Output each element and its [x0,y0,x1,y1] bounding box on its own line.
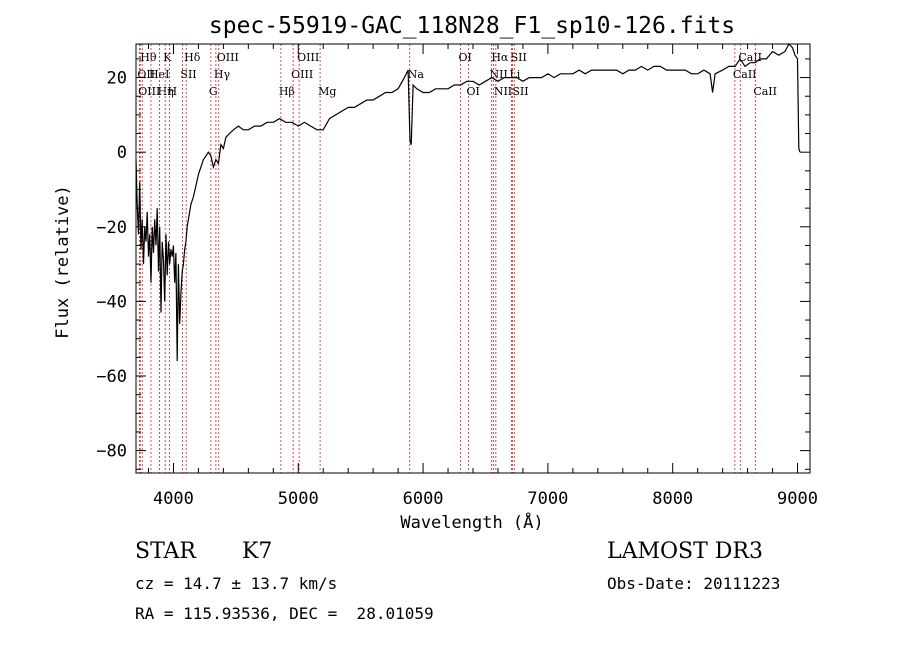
line-label-12: Hβ [279,85,295,98]
redshift-cz: cz = 14.7 ± 13.7 km/s [135,574,338,593]
line-label-9: G [209,85,218,98]
line-label-21: NII [494,85,512,98]
line-label-8: Hδ [184,51,201,64]
y-tick-label-3: −20 [96,218,127,238]
line-label-13: OIII [291,68,313,81]
line-label-15: Mg [318,85,336,98]
x-tick-label-5: 9000 [777,489,818,509]
y-tick-label-4: 0 [117,143,127,163]
ra-dec-coordinates: RA = 115.93536, DEC = 28.01059 [135,604,434,623]
x-tick-label-4: 8000 [652,489,693,509]
x-axis-label: Wavelength (Å) [400,511,543,533]
line-label-17: OI [459,51,472,64]
line-label-19: NII [489,68,507,81]
line-label-23: Li [509,68,520,81]
line-label-0: Hθ [140,51,157,64]
line-label-27: CaII [753,85,777,98]
line-label-24: SII [512,85,528,98]
line-label-7: SII [180,68,196,81]
chart-title: spec-55919-GAC_118N28_F1_sp10-126.fits [209,13,735,39]
x-tick-label-1: 5000 [278,489,319,509]
line-label-16: Na [408,68,425,81]
line-label-5: K [163,51,172,64]
y-tick-label-5: 20 [107,69,127,89]
survey-name: LAMOST DR3 [607,539,763,564]
axis-ticks: 4000 5000 6000 7000 8000 9000 −80 −60 −40 −20 0 20 [96,44,818,509]
x-tick-label-2: 6000 [403,489,444,509]
line-label-6: H [167,85,177,98]
object-class: STAR [135,539,196,564]
y-tick-label-0: −80 [96,442,127,462]
line-label-11: OIII [217,51,239,64]
x-tick-label-0: 4000 [153,489,194,509]
spectral-line-markers: HθOIIOIIIHηHeIKHSIIHδGHγOIIIHβOIIIOIIIMg… [137,44,777,473]
line-label-2: OIII [138,85,160,98]
line-label-26: CaII [738,51,762,64]
line-label-18: OI [467,85,480,98]
line-label-22: SII [511,51,527,64]
line-label-10: Hγ [214,68,231,81]
y-axis-label: Flux (relative) [53,185,73,339]
x-tick-label-3: 7000 [527,489,568,509]
line-label-25: CaII [733,68,757,81]
plot-frame [135,43,811,474]
spectrum-series-line [135,42,801,362]
line-label-14: OIII [297,51,319,64]
y-tick-label-1: −60 [96,367,127,387]
object-subclass: K7 [242,539,273,564]
line-label-20: Hα [491,51,509,64]
observation-date: Obs-Date: 20111223 [607,574,781,593]
line-label-4: HeI [149,68,169,81]
y-tick-label-2: −40 [96,292,127,312]
